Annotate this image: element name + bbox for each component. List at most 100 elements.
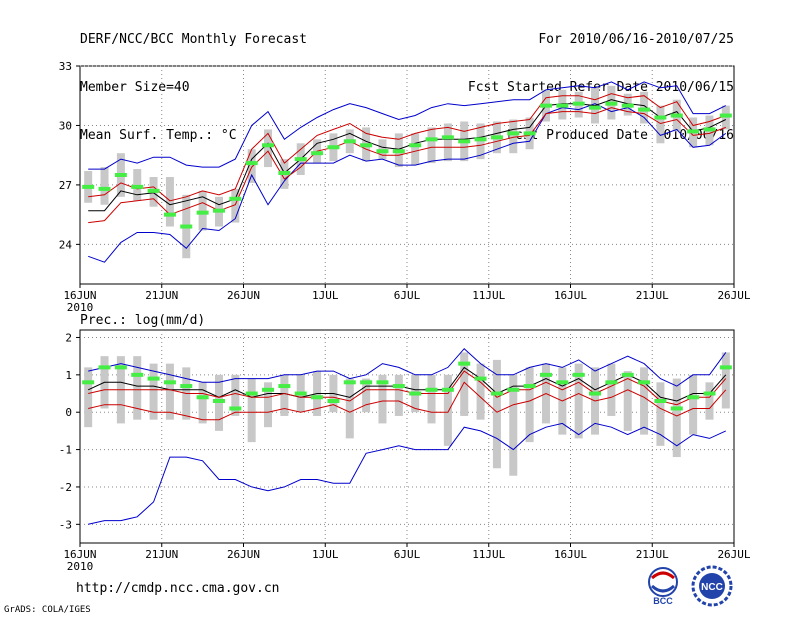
ensemble-mean-marker	[376, 149, 389, 154]
ensemble-mean-marker	[180, 384, 193, 389]
ensemble-box	[247, 378, 256, 443]
ensemble-mean-marker	[507, 387, 520, 392]
ensemble-mean-marker	[196, 395, 209, 400]
ensemble-box	[100, 167, 109, 205]
ensemble-mean-marker	[605, 380, 618, 385]
ensemble-mean-marker	[654, 115, 667, 120]
ensemble-box	[84, 367, 93, 428]
ensemble-box	[133, 356, 142, 420]
ensemble-mean-marker	[441, 387, 454, 392]
series-line-lower	[88, 107, 726, 224]
x-tick-label: 21JUN	[145, 548, 178, 561]
ensemble-mean-marker	[262, 387, 275, 392]
ensemble-box	[607, 363, 616, 416]
ensemble-mean-marker	[392, 384, 405, 389]
ensemble-mean-marker	[98, 186, 111, 191]
series-line-mean	[88, 99, 727, 212]
ensemble-box	[443, 123, 452, 162]
ensemble-box	[672, 378, 681, 458]
ensemble-box	[378, 374, 387, 424]
ensemble-mean-marker	[131, 184, 144, 189]
ncc-logo: NCC	[691, 565, 733, 607]
ensemble-mean-marker	[82, 184, 95, 189]
x-tick-label: 26JUN	[227, 289, 260, 302]
ensemble-mean-marker	[490, 135, 503, 140]
x-tick-label: 16JUL	[554, 548, 587, 561]
ensemble-mean-marker	[180, 224, 193, 229]
plot-frame	[79, 329, 735, 544]
ensemble-box	[476, 363, 485, 420]
ensemble-mean-marker	[294, 157, 307, 162]
ensemble-mean-marker	[82, 380, 95, 385]
y-tick-label: 24	[59, 238, 73, 251]
member-size: Member Size=40	[80, 80, 190, 95]
x-tick-label: 26JUL	[717, 289, 750, 302]
variable-label: Mean Surf. Temp.: °C	[80, 128, 237, 143]
ensemble-mean-marker	[343, 139, 356, 144]
ensemble-mean-marker	[719, 113, 732, 118]
series-line-min	[88, 347, 727, 387]
ensemble-mean-marker	[196, 210, 209, 215]
y-tick-label: 0	[65, 406, 72, 419]
y-tick-label: 33	[59, 60, 72, 73]
y-tick-label: 1	[65, 369, 72, 382]
ensemble-box	[231, 374, 240, 416]
x-tick-label: 6JUL	[394, 289, 421, 302]
ensemble-mean-marker	[605, 101, 618, 106]
ensemble-mean-marker	[638, 380, 651, 385]
ensemble-mean-marker	[687, 129, 700, 134]
ensemble-mean-marker	[327, 399, 340, 403]
series-line-lower	[88, 370, 727, 406]
ensemble-mean-marker	[589, 105, 602, 110]
x-tick-label: 16JUN	[63, 548, 96, 561]
ensemble-box	[362, 378, 371, 413]
ensemble-mean-marker	[556, 103, 569, 108]
ensemble-box	[149, 363, 158, 420]
ensemble-mean-marker	[441, 135, 454, 140]
ensemble-box	[345, 378, 354, 439]
ensemble-mean-marker	[114, 365, 127, 370]
ensemble-mean-marker	[572, 101, 585, 106]
ensemble-mean-marker	[638, 107, 651, 112]
ensemble-mean-marker	[670, 113, 683, 118]
bcc-logo-text: BCC	[653, 596, 673, 606]
ensemble-mean-marker	[229, 196, 242, 201]
ensemble-box	[721, 352, 730, 409]
ensemble-box	[231, 188, 240, 223]
y-tick-label: 30	[59, 119, 72, 132]
ensemble-mean-marker	[409, 143, 422, 148]
ensemble-box	[411, 133, 420, 166]
ensemble-box	[656, 105, 665, 144]
x-tick-label: 1JUL	[312, 548, 339, 561]
ensemble-mean-marker	[425, 137, 438, 142]
ensemble-mean-marker	[523, 131, 536, 136]
ensemble-mean-marker	[523, 384, 536, 389]
ensemble-mean-marker	[589, 391, 602, 396]
y-tick-label: 2	[65, 331, 72, 344]
ensemble-mean-marker	[539, 103, 552, 108]
series-line-mean	[87, 366, 727, 402]
x-tick-label: 21JUL	[636, 548, 669, 561]
ensemble-box	[280, 374, 289, 416]
ensemble-box	[443, 374, 452, 446]
ensemble-mean-marker	[539, 372, 552, 377]
ensemble-mean-marker	[131, 372, 144, 377]
ensemble-mean-marker	[474, 376, 487, 381]
ensemble-mean-marker	[311, 151, 324, 156]
ensemble-mean-marker	[458, 139, 471, 144]
series-line-max	[88, 422, 727, 525]
x-tick-label: 11JUL	[472, 548, 505, 561]
source-url[interactable]: http://cmdp.ncc.cma.gov.cn	[76, 581, 280, 596]
x-tick-label: 26JUL	[717, 548, 750, 561]
ensemble-mean-marker	[245, 391, 258, 396]
ensemble-mean-marker	[687, 395, 700, 400]
ensemble-box	[427, 374, 436, 424]
ensemble-mean-marker	[147, 376, 160, 381]
ensemble-box	[264, 382, 273, 428]
ensemble-box	[198, 382, 207, 424]
x-tick-label: 11JUL	[472, 289, 505, 302]
ensemble-box	[689, 374, 698, 435]
ensemble-mean-marker	[621, 372, 634, 377]
ensemble-mean-marker	[376, 380, 389, 385]
